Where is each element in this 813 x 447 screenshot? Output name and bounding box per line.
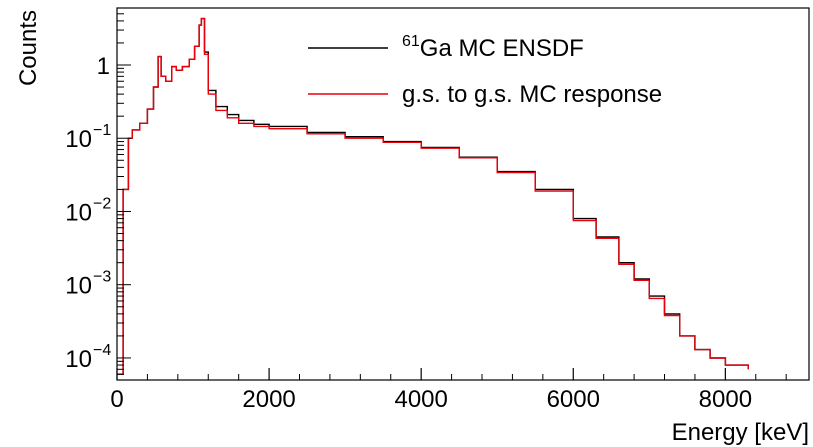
x-tick-label: 0: [110, 386, 123, 413]
x-tick-label: 4000: [394, 386, 447, 413]
series-layer: [117, 17, 749, 375]
x-tick-label: 6000: [547, 386, 600, 413]
x-tick-label: 8000: [699, 386, 752, 413]
legend: 61Ga MC ENSDF g.s. to g.s. MC response: [308, 33, 662, 108]
x-axis-title: Energy [keV]: [672, 419, 809, 446]
y-tick-label: 10: [65, 346, 92, 373]
y-tick-label: 1: [97, 53, 110, 80]
y-tick-exponent: −1: [93, 122, 111, 139]
plot-frame: [116, 7, 810, 381]
legend-superscript: 61: [402, 33, 420, 50]
y-tick-label: 10: [65, 199, 92, 226]
legend-label-gs-response: g.s. to g.s. MC response: [402, 81, 662, 108]
x-tick-label: 2000: [242, 386, 295, 413]
y-tick-exponent: −2: [93, 195, 111, 212]
y-tick-exponent: −4: [93, 342, 111, 359]
legend-label-text-ensdf: Ga MC ENSDF: [420, 35, 584, 62]
y-tick-label: 10: [65, 273, 92, 300]
legend-label-ensdf: 61Ga MC ENSDF: [402, 33, 584, 62]
series-line-1: [117, 17, 749, 375]
y-tick-exponent: −3: [93, 269, 111, 286]
y-axis-title: Counts: [15, 10, 42, 86]
y-tick-label: 10: [65, 126, 92, 153]
